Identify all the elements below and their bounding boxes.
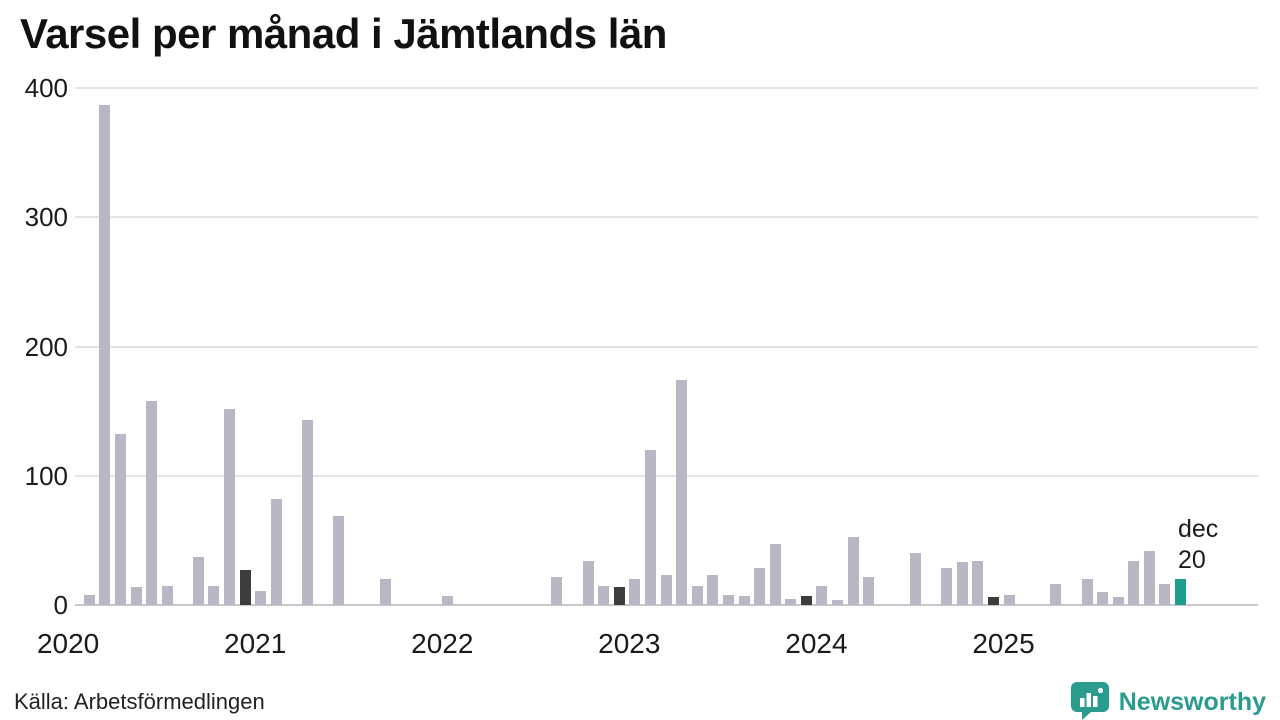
bar-2021-sep [379,579,391,605]
y-axis-tick-label: 0 [53,590,68,620]
x-axis-zero-line [75,604,1258,606]
bar-2023-aug [738,596,750,605]
bar-2024-jul [910,553,921,605]
bar-2025-jun [1081,579,1093,605]
bar-2025-nov [1159,584,1171,605]
y-axis-tick-label: 200 [24,331,68,362]
bar-2023-okt [769,544,781,605]
bar-2022-nov [598,585,610,605]
y-axis-tick-label: 400 [24,73,68,103]
bar-2025-dec [1175,579,1186,605]
bar-2025-jan [1003,594,1015,605]
bar-2020-okt [208,585,220,605]
bar-2020-feb [83,594,95,605]
y-axis-tick-label: 300 [24,202,68,233]
bar-2022-dec [613,586,625,605]
gridline [75,87,1258,89]
bar-2023-maj [691,585,703,605]
bar-2020-nov [224,408,235,605]
bar-2023-sep [754,567,766,605]
highlight-annotation: dec 20 [1178,514,1218,576]
bar-2021-feb [270,499,282,605]
bar-2024-sep [941,567,953,605]
bar-2025-sep [1128,561,1140,605]
x-axis-year-label-2020: 2020 [36,628,100,659]
x-axis-year-label-2023: 2023 [598,628,661,659]
bar-2020-mar [99,104,111,605]
bar-2024-apr [863,576,875,605]
bar-2022-jan [442,596,454,605]
bar-2021-jan [255,590,267,605]
bar-2024-mar [847,536,859,605]
newsworthy-logo-text: Newsworthy [1118,688,1266,716]
newsworthy-logo: Newsworthy [1069,680,1266,720]
bar-2020-jul [161,585,173,605]
x-axis-year-label-2024: 2024 [785,628,848,659]
bar-2025-okt [1143,550,1155,605]
bar-2021-jun [333,515,345,605]
gridline [75,345,1258,348]
bar-2024-dec [987,597,999,605]
bar-2024-jan [816,585,828,605]
bar-2024-nov [972,561,984,605]
bar-2023-jul [722,594,734,605]
bar-2023-jun [707,575,719,605]
bar-2021-apr [301,420,313,605]
highlight-annotation-value: 20 [1178,546,1206,574]
bar-2023-apr [676,380,688,605]
source-note: Källa: Arbetsförmedlingen [14,689,265,714]
bar-2023-mar [660,575,672,605]
chart-title: Varsel per månad i Jämtlands län [20,10,667,57]
x-axis-year-label-2021: 2021 [224,628,287,659]
bar-2025-apr [1050,584,1062,605]
bar-2023-nov [785,598,797,605]
x-axis-year-label-2022: 2022 [411,628,474,659]
bar-2020-dec [239,570,251,605]
bar-2020-jun [146,400,158,605]
bar-2022-okt [582,561,594,605]
bar-2023-jan [629,579,641,605]
bar-2020-sep [192,557,204,605]
bar-2023-feb [644,449,656,605]
newsworthy-logo-icon [1069,680,1111,720]
bar-2024-feb [832,599,843,605]
bar-2020-apr [114,434,126,605]
bar-2025-aug [1112,597,1124,605]
bar-2020-maj [130,586,142,605]
bar-2024-okt [956,562,968,605]
gridline [75,216,1258,219]
y-axis-tick-label: 100 [24,460,68,491]
bar-2023-dec [800,596,812,605]
bar-2022-aug [551,576,563,605]
bar-2025-jul [1097,592,1108,605]
gridline [75,474,1258,477]
highlight-annotation-month: dec [1178,515,1219,543]
x-axis-year-label-2025: 2025 [972,628,1035,659]
